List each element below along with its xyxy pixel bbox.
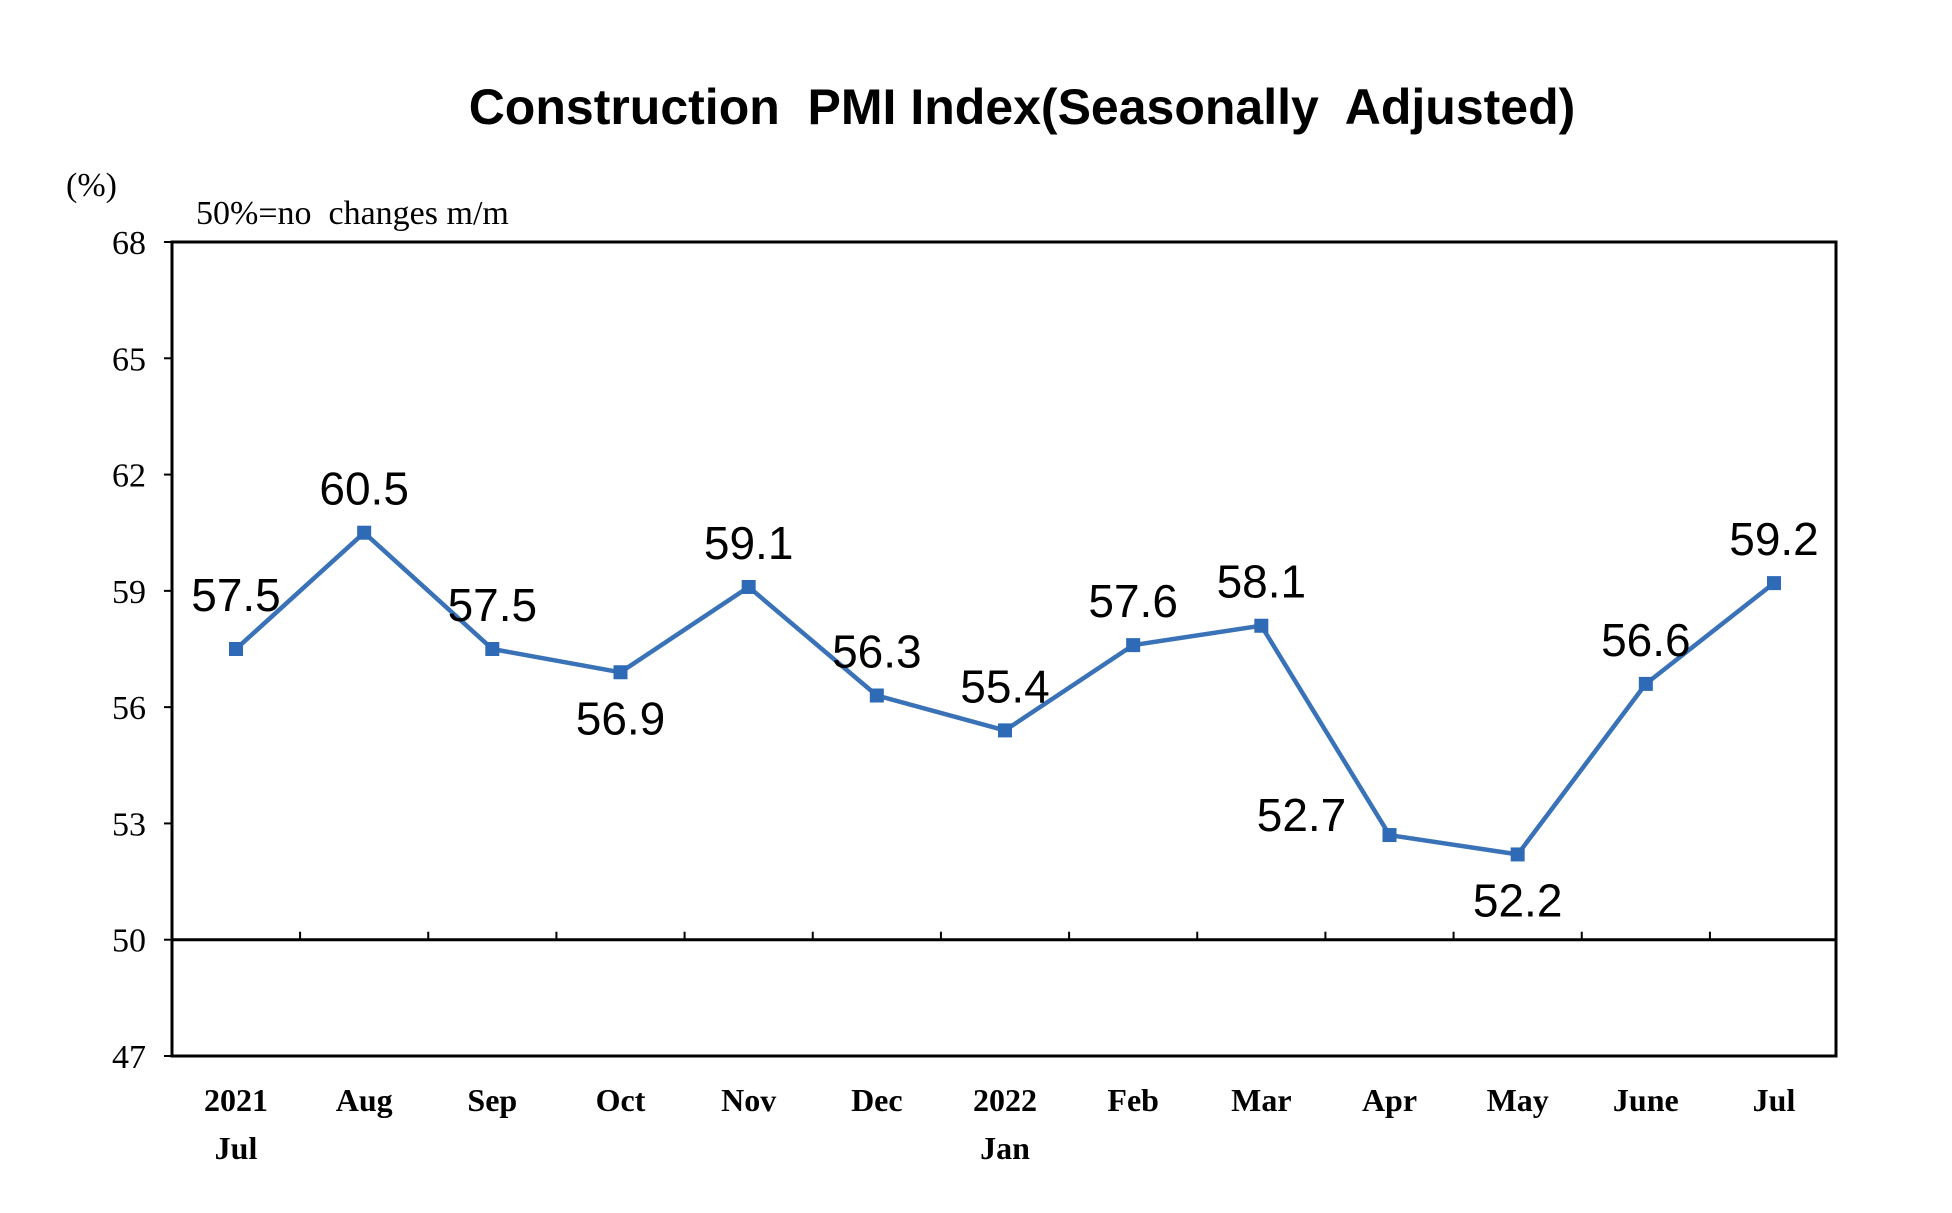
- data-label: 60.5: [319, 463, 409, 515]
- x-tick-label: 2021: [204, 1082, 268, 1118]
- x-tick-label: Aug: [336, 1082, 393, 1118]
- x-tick-label: Feb: [1107, 1082, 1159, 1118]
- data-label: 57.6: [1088, 575, 1178, 627]
- data-label: 52.7: [1257, 789, 1347, 841]
- data-point-marker: [998, 723, 1012, 738]
- x-tick-label: May: [1487, 1082, 1549, 1118]
- data-point-marker: [1767, 576, 1781, 591]
- y-axis-tick-labels: 68 65 62 59 56 53 50 47: [112, 225, 146, 1076]
- data-point-marker: [741, 579, 756, 594]
- x-tick-label: Jul: [215, 1130, 258, 1166]
- data-label: 52.2: [1473, 874, 1563, 926]
- x-tick-label: Oct: [596, 1082, 646, 1118]
- data-label: 59.1: [704, 517, 794, 569]
- data-label: 56.3: [832, 626, 922, 678]
- y-tick-label: 56: [112, 690, 146, 727]
- data-point-marker: [1382, 828, 1397, 843]
- x-tick-label: Jul: [1753, 1082, 1796, 1118]
- x-tick-label: Apr: [1362, 1082, 1417, 1118]
- note-label: 50%=no changes m/m: [196, 195, 509, 232]
- data-point-marker: [1126, 638, 1141, 653]
- data-point-marker: [229, 642, 243, 656]
- x-tick-label: Sep: [467, 1082, 517, 1118]
- data-label: 59.2: [1729, 513, 1819, 565]
- y-tick-label: 47: [112, 1039, 146, 1076]
- data-label: 56.9: [576, 692, 666, 744]
- chart-title: Construction PMI Index(Seasonally Adjust…: [469, 79, 1576, 135]
- x-tick-label: Jan: [980, 1130, 1030, 1166]
- y-tick-label: 59: [112, 574, 146, 611]
- y-axis-tick-marks: [164, 241, 172, 1057]
- data-point-marker: [357, 525, 372, 540]
- y-tick-label: 65: [112, 341, 146, 378]
- data-point-marker: [869, 688, 884, 703]
- plot-area-frame: [170, 240, 1838, 1058]
- data-point-marker: [1510, 847, 1525, 862]
- x-tick-label: Nov: [721, 1082, 776, 1118]
- y-unit-label: (%): [66, 167, 117, 204]
- y-tick-label: 50: [112, 923, 146, 960]
- y-tick-label: 68: [112, 225, 146, 262]
- x-axis-tick-labels: 2021 Jul Aug Sep Oct Nov Dec 2022 Jan Feb Mar Apr Ma…: [204, 1082, 1795, 1166]
- data-point-marker: [1254, 618, 1269, 633]
- x-tick-label: Mar: [1231, 1082, 1291, 1118]
- x-tick-label: June: [1613, 1082, 1679, 1118]
- data-labels: 57.5 60.5 57.5 56.9 59.1 56.3 55.4 57.6 58.1 52.7…: [191, 463, 1819, 927]
- data-label: 58.1: [1217, 556, 1307, 608]
- data-point-marker: [613, 665, 628, 680]
- data-point-marker: [485, 642, 500, 656]
- x-tick-label: 2022: [973, 1082, 1037, 1118]
- data-point-marker: [1638, 676, 1653, 691]
- y-tick-label: 62: [112, 458, 146, 495]
- data-label: 56.6: [1601, 614, 1691, 666]
- data-label: 57.5: [448, 579, 538, 631]
- y-tick-label: 53: [112, 806, 146, 843]
- data-label: 57.5: [191, 569, 281, 621]
- data-label: 55.4: [960, 660, 1050, 712]
- series-markers: [229, 525, 1781, 862]
- x-tick-label: Dec: [851, 1082, 903, 1118]
